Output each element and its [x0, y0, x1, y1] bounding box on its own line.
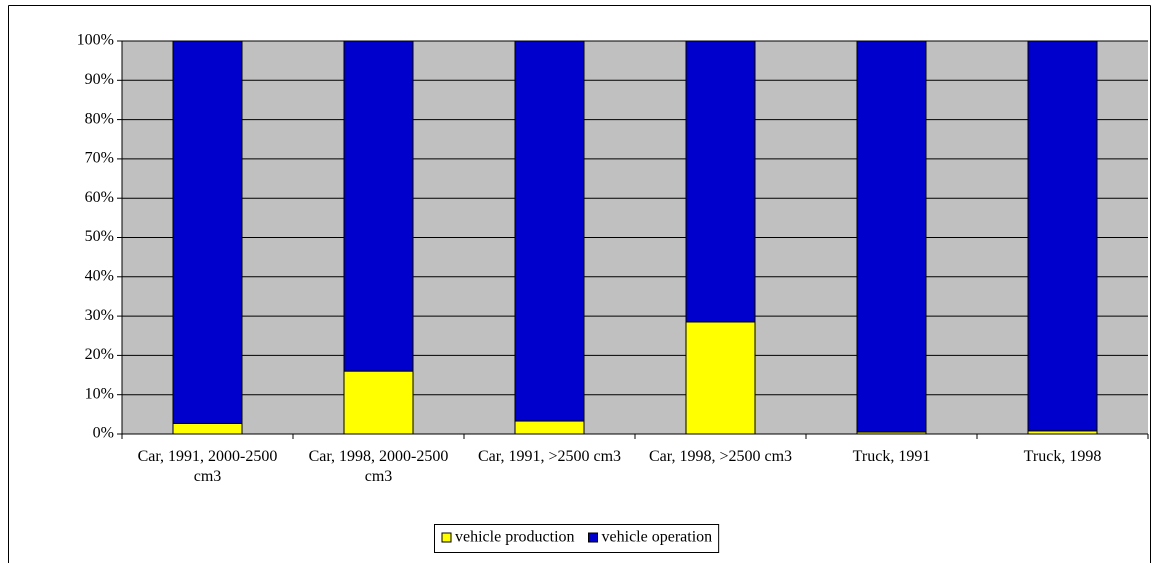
y-tick-label: 30% — [85, 307, 114, 324]
bar-segment — [685, 40, 756, 323]
y-tick-label: 0% — [93, 425, 114, 442]
x-tick-label: Car, 1998, 2000-2500 cm3 — [308, 448, 449, 485]
y-tick-label: 10% — [85, 385, 114, 402]
x-tick-label: Truck, 1998 — [1023, 448, 1102, 465]
y-tick-label: 80% — [85, 110, 114, 127]
bar-segment — [343, 40, 414, 372]
bar-segment — [856, 40, 927, 433]
y-tick-label: 60% — [85, 189, 114, 206]
legend-swatch — [588, 532, 599, 543]
y-tick-label: 50% — [85, 228, 114, 245]
legend — [434, 524, 720, 553]
bar-segment — [343, 370, 414, 435]
x-tick-label: Car, 1991, 2000-2500 cm3 — [137, 448, 278, 485]
y-tick-label: 70% — [85, 150, 114, 167]
x-tick-label: Truck, 1991 — [852, 448, 931, 465]
y-tick-label: 90% — [85, 71, 114, 88]
legend-label: vehicle production — [455, 529, 575, 546]
y-tick-label: 40% — [85, 267, 114, 284]
legend-label: vehicle operation — [602, 529, 713, 546]
x-tick-label: Car, 1998, >2500 cm3 — [648, 448, 793, 465]
x-tick-label: Car, 1991, >2500 cm3 — [477, 448, 622, 465]
bar-segment — [172, 40, 243, 424]
bar-segment — [172, 422, 243, 435]
y-tick-label: 100% — [77, 32, 114, 49]
bar-segment — [514, 420, 585, 435]
y-tick-label: 20% — [85, 346, 114, 363]
legend-swatch — [441, 532, 452, 543]
bar-segment — [514, 40, 585, 422]
bar-segment — [685, 321, 756, 435]
bar-segment — [1027, 40, 1098, 432]
